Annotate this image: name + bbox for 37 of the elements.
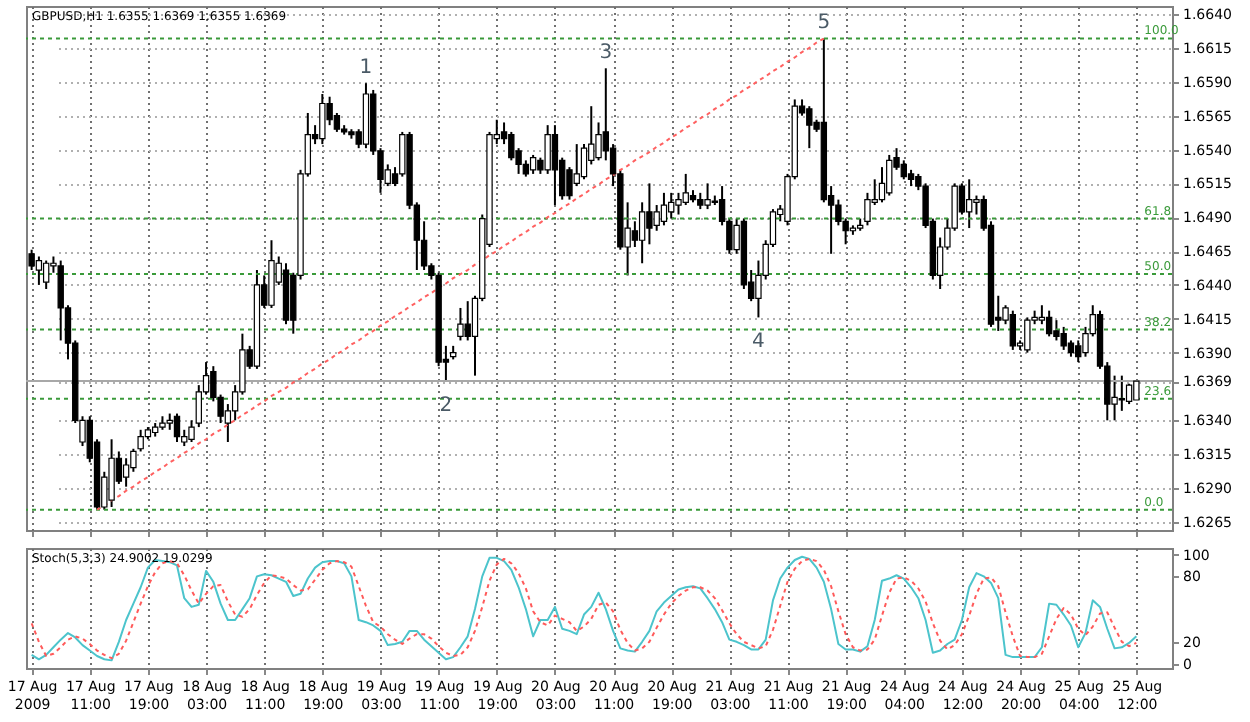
candlestick	[886, 153, 893, 197]
candlestick	[137, 428, 144, 453]
candlestick	[268, 239, 275, 309]
candlestick	[319, 93, 326, 146]
candlestick	[966, 178, 973, 230]
candlestick	[660, 191, 668, 227]
annotation: 4	[752, 331, 765, 354]
candlestick	[173, 412, 181, 443]
annotation: 5	[817, 12, 831, 35]
line-series	[96, 37, 825, 511]
candlestick	[1060, 325, 1067, 351]
candlestick	[1053, 319, 1060, 342]
candlestick	[1133, 380, 1140, 401]
candlestick	[573, 143, 580, 188]
candlestick	[806, 105, 813, 150]
candlestick	[457, 306, 464, 342]
candlestick	[529, 153, 537, 175]
annotation: 2	[439, 395, 453, 418]
candlestick	[108, 438, 115, 508]
candlestick	[1118, 374, 1126, 412]
candlestick	[42, 259, 50, 290]
candlestick	[1038, 304, 1046, 326]
candlestick	[646, 182, 653, 246]
candlestick	[1024, 316, 1031, 354]
candlestick	[544, 124, 551, 175]
annotation: 3	[599, 42, 613, 65]
candlestick	[1045, 309, 1053, 338]
candlestick	[1009, 309, 1017, 351]
candlestick	[35, 255, 43, 286]
candlestick	[464, 300, 471, 342]
candlestick	[682, 172, 689, 207]
candlestick	[1111, 374, 1118, 422]
candlestick	[122, 457, 130, 488]
candlestick	[704, 182, 711, 211]
candlestick	[551, 124, 559, 207]
annotation: 1	[359, 57, 373, 80]
candlestick	[668, 191, 675, 220]
